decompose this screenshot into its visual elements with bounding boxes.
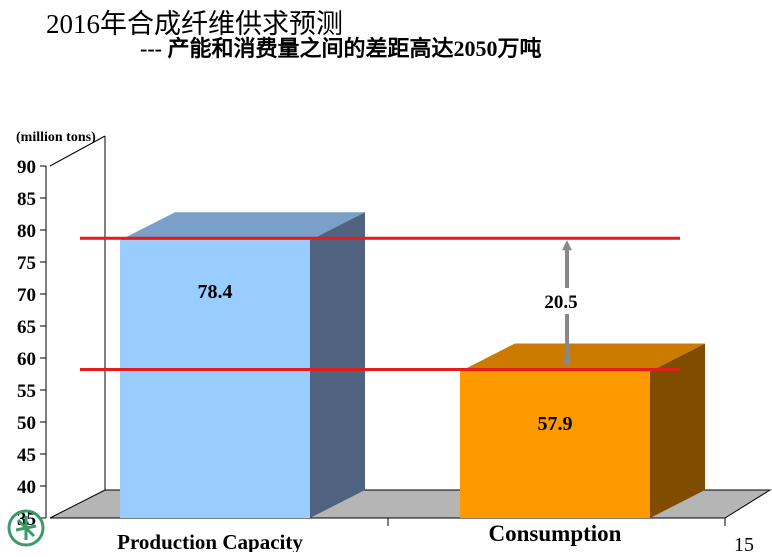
back-wall-top-line [49, 135, 106, 167]
bar-top [460, 343, 705, 372]
y-tick-label: 45 [17, 445, 36, 466]
y-tick-label: 90 [17, 157, 36, 178]
y-tick-label: 70 [17, 285, 36, 306]
bar [120, 240, 310, 519]
bar-side [650, 343, 705, 518]
y-tick-label: 85 [17, 189, 36, 210]
y-tick-label: 80 [17, 221, 36, 242]
slide-title: 2016年合成纤维供求预测 [46, 9, 343, 39]
x-category-label: Consumption [489, 521, 622, 546]
bar-data-label: 57.9 [538, 413, 573, 435]
x-category-label: Production Capacity [117, 530, 303, 552]
bar-top [120, 212, 365, 241]
logo-icon [7, 509, 45, 547]
y-tick-label: 75 [17, 253, 36, 274]
y-tick-label: 65 [17, 317, 36, 338]
gap-label-bg [545, 288, 589, 314]
y-tick-label: 55 [17, 381, 36, 402]
bar-side [310, 212, 365, 519]
gap-annotation: 20.5 [544, 292, 577, 313]
y-tick-label: 40 [17, 477, 36, 498]
y-tick-label: 60 [17, 349, 36, 370]
gap-arrow-head-up [562, 240, 572, 251]
y-tick-label: 50 [17, 413, 36, 434]
slide-subtitle: --- 产能和消费量之间的差距高达2050万吨 [140, 36, 542, 61]
gap-arrow-head-down [562, 357, 572, 368]
page-number: 15 [734, 534, 754, 556]
y-axis-label: (million tons) [16, 130, 96, 145]
bar [460, 371, 650, 518]
bar-data-label: 78.4 [198, 281, 233, 303]
